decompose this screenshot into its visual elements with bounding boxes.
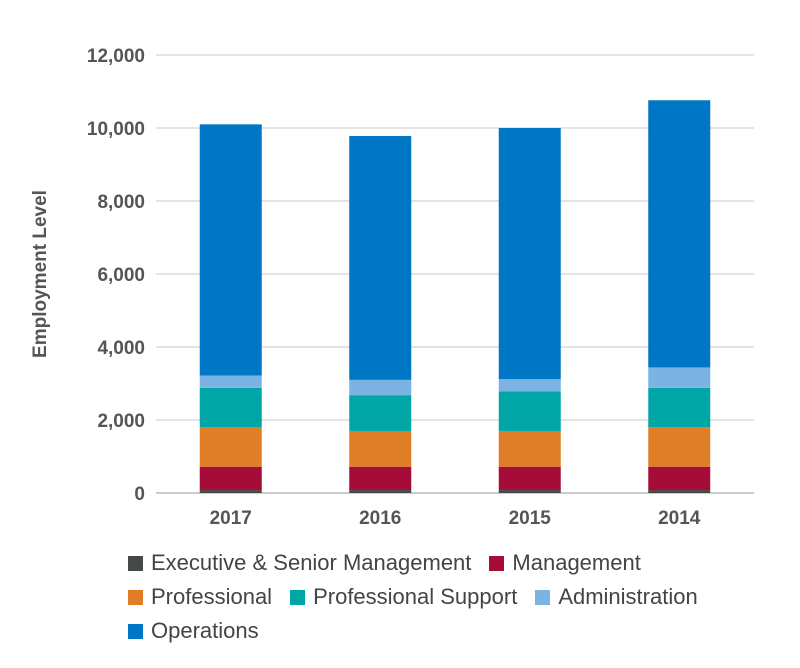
legend-label: Management xyxy=(512,550,641,575)
bar-segment xyxy=(498,379,561,392)
bar-segment xyxy=(498,128,561,380)
legend-item-executive-senior-management: Executive & Senior Management xyxy=(128,550,471,576)
bar-segment xyxy=(498,490,561,493)
bar-segment xyxy=(648,100,711,368)
legend-label: Executive & Senior Management xyxy=(151,550,472,575)
y-tick-label: 12,000 xyxy=(87,46,145,67)
x-tick-label: 2016 xyxy=(359,508,401,529)
y-tick-label: 0 xyxy=(134,484,145,505)
legend-item-professional-support: Professional Support xyxy=(290,584,517,610)
y-tick-label: 10,000 xyxy=(87,119,145,140)
legend-swatch xyxy=(128,589,143,605)
legend-item-administration: Administration xyxy=(535,584,698,610)
legend-row: Operations xyxy=(128,614,788,648)
bar-segment xyxy=(498,430,561,467)
legend-label: Operations xyxy=(151,618,259,643)
bar-segment xyxy=(349,136,412,380)
x-tick-label: 2015 xyxy=(509,508,552,529)
bar-segment xyxy=(199,490,262,493)
bar-segment xyxy=(648,387,711,428)
legend-label: Professional xyxy=(151,584,273,609)
y-tick-label: 6,000 xyxy=(97,265,145,286)
legend: Executive & Senior Management Management… xyxy=(128,546,788,648)
bar-segment xyxy=(199,375,262,388)
bar-segment xyxy=(349,490,412,493)
y-tick-labels: 0 2,000 4,000 6,000 8,000 10,000 12,000 xyxy=(87,46,145,505)
bar-segment xyxy=(199,427,262,467)
legend-label: Administration xyxy=(558,584,698,609)
bar-segment xyxy=(349,430,412,467)
legend-swatch xyxy=(290,589,306,605)
legend-row: Executive & Senior Management Management xyxy=(128,546,788,580)
bar-segment xyxy=(349,466,412,491)
x-tick-label: 2017 xyxy=(210,508,252,529)
bar-segment xyxy=(199,124,262,376)
legend-swatch xyxy=(128,623,143,639)
bar-segment xyxy=(648,466,711,491)
x-tick-labels: 2017 2016 2015 2014 xyxy=(210,508,701,529)
legend-swatch xyxy=(535,589,551,605)
legend-item-professional: Professional xyxy=(128,584,272,610)
legend-item-operations: Operations xyxy=(128,618,259,644)
y-tick-label: 8,000 xyxy=(97,192,145,213)
bar-segment xyxy=(199,466,262,491)
bar-segment xyxy=(349,379,412,396)
bar-segment xyxy=(498,391,561,431)
legend-item-management: Management xyxy=(489,550,641,576)
bar-segment xyxy=(349,395,412,431)
bar-segment xyxy=(199,387,262,428)
y-tick-label: 2,000 xyxy=(97,411,145,432)
bars xyxy=(199,100,711,493)
y-axis-label: Employment Level xyxy=(30,190,51,358)
y-tick-label: 4,000 xyxy=(97,338,145,359)
x-tick-label: 2014 xyxy=(658,508,701,529)
legend-row: Professional Professional Support Admini… xyxy=(128,580,788,614)
legend-swatch xyxy=(128,555,143,571)
bar-segment xyxy=(648,427,711,467)
legend-swatch xyxy=(489,555,505,571)
bar-segment xyxy=(648,490,711,493)
legend-label: Professional Support xyxy=(313,584,518,609)
bar-segment xyxy=(498,466,561,491)
bar-segment xyxy=(648,367,711,388)
